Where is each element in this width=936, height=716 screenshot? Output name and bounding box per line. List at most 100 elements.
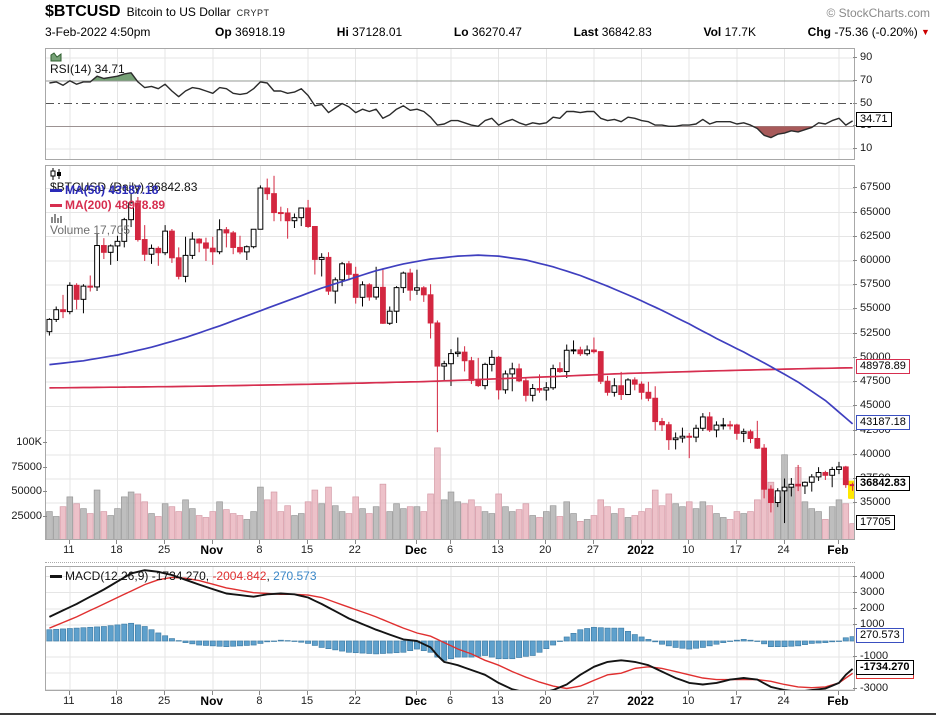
axis-tick-mark bbox=[450, 540, 451, 544]
macd-legend-hist: 270.573 bbox=[273, 569, 317, 583]
last-price-box: 36842.83 bbox=[856, 476, 910, 492]
x-tick-label: 2022 bbox=[627, 694, 654, 708]
change-down-arrow-icon: ▼ bbox=[921, 27, 930, 37]
x-tick-label: 25 bbox=[157, 544, 171, 556]
price-tick-label: 40000 bbox=[860, 447, 891, 460]
axis-tick-mark bbox=[853, 607, 857, 609]
price-tick-label: 62500 bbox=[860, 229, 891, 242]
axis-tick-mark bbox=[68, 540, 70, 544]
axis-tick-mark bbox=[116, 691, 118, 695]
axis-tick-mark bbox=[211, 691, 213, 695]
axis-tick-mark bbox=[259, 691, 261, 695]
symbol-legend-text: $BTCUSD (Daily) 36842.83 bbox=[50, 180, 198, 194]
axis-tick-mark bbox=[853, 125, 857, 127]
axis-tick-mark bbox=[853, 381, 857, 383]
price-chart bbox=[45, 165, 855, 540]
axis-tick-mark bbox=[164, 540, 166, 544]
axis-tick-mark bbox=[735, 540, 737, 544]
axis-tick-mark bbox=[545, 691, 547, 695]
x-tick-label: 6 bbox=[446, 695, 454, 707]
rsi-area-icon bbox=[50, 52, 62, 62]
quote-open: Op 36918.19 bbox=[215, 25, 286, 39]
x-tick-label: 15 bbox=[300, 695, 314, 707]
axis-tick-mark bbox=[853, 332, 857, 334]
macd-legend: MACD(12,26,9) -1734.270, -2004.842, 270.… bbox=[50, 569, 317, 583]
macd-tick-label: -3000 bbox=[860, 682, 889, 695]
axis-tick-mark bbox=[450, 691, 451, 695]
price-tick-label: 35000 bbox=[860, 496, 891, 509]
macd-legend-name: MACD(12,26,9) bbox=[65, 569, 149, 583]
macd-hist-box: 270.573 bbox=[856, 627, 904, 643]
x-tick-label: 27 bbox=[586, 695, 600, 707]
axis-tick-mark bbox=[853, 308, 857, 310]
symbol-label: $BTCUSD bbox=[45, 3, 121, 20]
rsi-tick-label: 10 bbox=[860, 142, 873, 154]
x-tick-label: 27 bbox=[586, 544, 600, 556]
axis-tick-mark bbox=[783, 540, 785, 544]
axis-tick-mark bbox=[43, 491, 47, 492]
axis-tick-mark bbox=[592, 691, 594, 695]
rsi-tick-label: 70 bbox=[860, 73, 873, 86]
axis-tick-mark bbox=[853, 187, 857, 189]
axis-tick-mark bbox=[43, 466, 47, 468]
quote-volume: Vol 17.7K bbox=[703, 25, 756, 39]
quote-low: Lo 36270.47 bbox=[453, 25, 522, 39]
x-tick-label: Feb bbox=[827, 694, 849, 708]
volume-tick-label: 100K bbox=[16, 436, 42, 448]
ma200-legend: MA(200) 48978.89 bbox=[50, 198, 165, 212]
x-tick-label: 11 bbox=[63, 695, 75, 707]
x-tick-label: 13 bbox=[491, 544, 504, 556]
axis-tick-mark bbox=[853, 102, 857, 104]
rsi-legend-text: RSI(14) 34.71 bbox=[50, 62, 125, 76]
x-tick-label: 25 bbox=[157, 695, 171, 707]
axis-tick-mark bbox=[545, 540, 547, 544]
axis-tick-mark bbox=[415, 540, 417, 544]
rsi-chart bbox=[45, 48, 855, 160]
price-tick-label: 45000 bbox=[860, 399, 891, 412]
x-tick-label: 22 bbox=[348, 695, 361, 707]
axis-tick-mark bbox=[640, 540, 642, 544]
x-tick-label: 17 bbox=[729, 544, 742, 556]
axis-tick-mark bbox=[497, 540, 499, 544]
macd-legend-sep: , bbox=[205, 569, 213, 583]
axis-tick-mark bbox=[43, 442, 47, 443]
axis-tick-mark bbox=[354, 691, 356, 695]
price-tick-label: 52500 bbox=[860, 326, 891, 339]
x-tick-label: Feb bbox=[827, 543, 849, 557]
chart-timestamp: 3-Feb-2022 4:50pm bbox=[45, 25, 151, 39]
rsi-value-box: 34.71 bbox=[856, 111, 892, 127]
x-tick-label: 10 bbox=[682, 695, 695, 707]
axis-tick-mark bbox=[116, 540, 118, 544]
axis-tick-mark bbox=[853, 235, 857, 237]
macd-legend-sep2: , bbox=[266, 569, 274, 583]
ma50-line-icon bbox=[50, 189, 62, 193]
copyright-link[interactable]: © StockCharts.com bbox=[826, 6, 930, 20]
x-tick-label: 18 bbox=[110, 695, 123, 707]
axis-tick-mark bbox=[688, 691, 690, 695]
x-tick-label: 24 bbox=[777, 695, 790, 707]
volume-tick-label: 75000 bbox=[11, 460, 42, 473]
x-tick-label: 8 bbox=[256, 695, 263, 707]
ma200-line-icon bbox=[50, 204, 62, 208]
quote-change: Chg -75.36 (-0.20%) ▼ bbox=[807, 25, 930, 39]
axis-tick-mark bbox=[592, 540, 594, 544]
axis-tick-mark bbox=[853, 148, 857, 149]
ma50-legend: MA(50) 43187.18 bbox=[50, 183, 158, 197]
volume-value-box: 17705 bbox=[856, 514, 895, 530]
symbol-legend: $BTCUSD (Daily) 36842.83 bbox=[50, 168, 197, 194]
x-tick-label: 13 bbox=[491, 695, 504, 707]
axis-tick-mark bbox=[853, 591, 857, 593]
x-tick-label: 20 bbox=[539, 695, 552, 707]
axis-tick-mark bbox=[853, 502, 857, 504]
x-tick-label: 15 bbox=[300, 544, 314, 556]
macd-tick-label: 2000 bbox=[860, 601, 885, 614]
price-tick-label: 60000 bbox=[860, 253, 891, 266]
macd-line-icon bbox=[50, 575, 62, 579]
macd-tick-label: 4000 bbox=[860, 569, 885, 582]
x-tick-label: 24 bbox=[777, 544, 790, 556]
x-tick-label: 6 bbox=[446, 544, 454, 556]
axis-tick-mark bbox=[853, 284, 857, 286]
axis-tick-mark bbox=[853, 259, 857, 261]
axis-tick-mark bbox=[415, 691, 417, 695]
